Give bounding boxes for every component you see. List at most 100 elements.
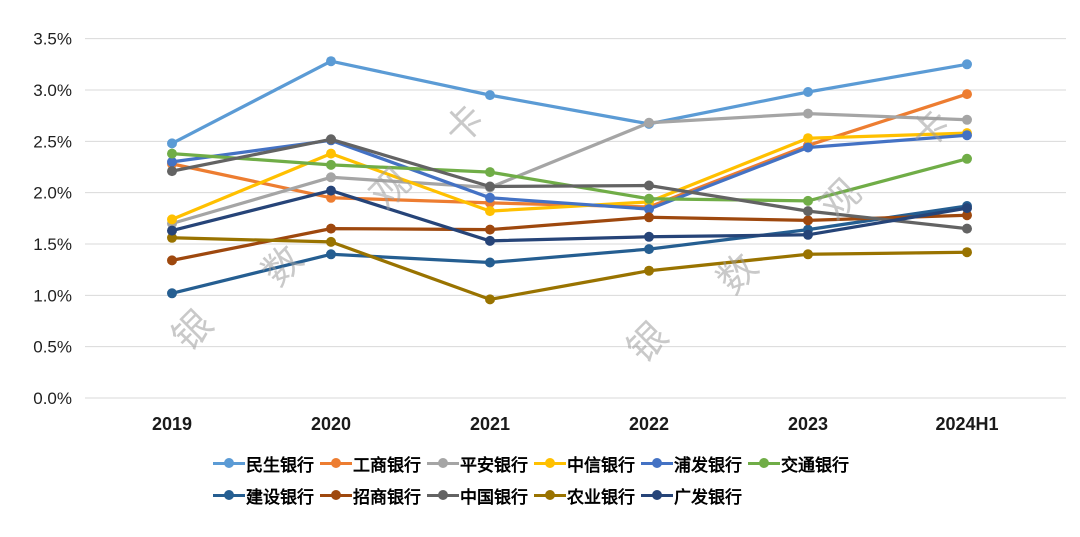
legend-label: 建设银行 bbox=[246, 487, 314, 507]
data-point-bocom-2019 bbox=[167, 148, 177, 159]
data-point-ccb-2019 bbox=[167, 288, 177, 299]
data-point-cgb-2021 bbox=[485, 235, 495, 246]
line-chart: 0.0% 0.5% 1.0% 1.5% 2.0% 2.5% 3.0% 3.5% 2019 2020… bbox=[33, 30, 1066, 434]
data-point-icbc-2024H1 bbox=[962, 89, 972, 100]
data-point-spdb-2024H1 bbox=[962, 130, 972, 141]
data-point-boc-2021 bbox=[485, 181, 495, 192]
data-point-spdb-2023 bbox=[803, 142, 813, 153]
data-point-cmb-2024H1 bbox=[962, 210, 972, 221]
data-point-abc-2019 bbox=[167, 232, 177, 243]
legend-dot-icon bbox=[224, 458, 234, 468]
data-point-cmb-2022 bbox=[644, 212, 654, 223]
legend-dot-icon bbox=[331, 490, 341, 500]
legend-dot-icon bbox=[652, 490, 662, 500]
legend-item-spdb: 浦发银行 bbox=[641, 451, 742, 476]
data-point-bocom-2020 bbox=[326, 159, 336, 170]
legend-label: 民生银行 bbox=[246, 455, 314, 475]
data-point-cmb-2021 bbox=[485, 224, 495, 235]
data-point-minsheng-2023 bbox=[803, 87, 813, 97]
legend-label: 招商银行 bbox=[353, 487, 421, 507]
series-line-ccb bbox=[171, 204, 968, 295]
legend-item-boc: 中国银行 bbox=[427, 483, 528, 508]
y-axis-tick-label: 0.5% bbox=[33, 338, 72, 357]
legend-marker-icon bbox=[641, 490, 673, 500]
legend-marker-icon bbox=[534, 490, 566, 500]
legend-item-bocom: 交通银行 bbox=[748, 451, 849, 476]
x-axis-tick-label: 2021 bbox=[470, 414, 510, 434]
x-axis-tick-label: 2019 bbox=[152, 414, 192, 434]
legend-marker-icon bbox=[427, 490, 459, 500]
data-point-cgb-2023 bbox=[803, 229, 813, 240]
y-axis-tick-label: 0.0% bbox=[33, 389, 72, 408]
legend-item-minsheng: 民生银行 bbox=[213, 451, 314, 476]
data-point-boc-2019 bbox=[167, 166, 177, 177]
data-point-minsheng-2020 bbox=[326, 56, 336, 67]
data-point-bocom-2022 bbox=[644, 193, 654, 204]
data-point-bocom-2024H1 bbox=[962, 153, 972, 164]
y-axis-tick-label: 3.0% bbox=[33, 81, 72, 100]
series-line-abc bbox=[171, 236, 968, 302]
legend-dot-icon bbox=[545, 490, 555, 500]
legend-dot-icon bbox=[652, 458, 662, 468]
data-point-boc-2020 bbox=[326, 134, 336, 145]
data-point-pingan-2022 bbox=[644, 117, 654, 128]
legend-marker-icon bbox=[427, 458, 459, 468]
legend-item-cgb: 广发银行 bbox=[641, 483, 742, 508]
data-point-abc-2023 bbox=[803, 249, 813, 260]
y-axis-tick-label: 2.0% bbox=[33, 184, 72, 203]
legend-label: 浦发银行 bbox=[674, 455, 742, 475]
data-point-citic-2021 bbox=[485, 206, 495, 217]
data-point-icbc-2020 bbox=[326, 192, 336, 203]
legend-item-citic: 中信银行 bbox=[534, 451, 635, 476]
data-point-citic-2023 bbox=[803, 133, 813, 144]
data-point-cgb-2020 bbox=[326, 185, 336, 196]
data-point-cgb-2022 bbox=[644, 231, 654, 242]
data-point-citic-2020 bbox=[326, 148, 336, 159]
x-axis-tick-label: 2024H1 bbox=[935, 414, 998, 434]
data-point-boc-2023 bbox=[803, 206, 813, 217]
legend-row: 建设银行 招商银行 中国银行 农业银行 广发银行 bbox=[0, 479, 1080, 511]
data-point-minsheng-2019 bbox=[167, 138, 177, 149]
legend-marker-icon bbox=[534, 458, 566, 468]
data-point-boc-2022 bbox=[644, 180, 654, 191]
data-point-ccb-2022 bbox=[644, 244, 654, 255]
x-axis-tick-label: 2023 bbox=[788, 414, 828, 434]
series-line-minsheng bbox=[171, 59, 968, 145]
legend-row: 民生银行 工商银行 平安银行 中信银行 浦发银行 交通银行 bbox=[0, 447, 1080, 479]
legend-marker-icon bbox=[641, 458, 673, 468]
legend-dot-icon bbox=[331, 458, 341, 468]
legend-label: 农业银行 bbox=[567, 487, 635, 507]
series-line-pingan bbox=[171, 111, 968, 226]
legend-marker-icon bbox=[213, 458, 245, 468]
data-point-minsheng-2024H1 bbox=[962, 59, 972, 70]
data-point-ccb-2021 bbox=[485, 257, 495, 268]
data-point-abc-2022 bbox=[644, 265, 654, 276]
series-line-bocom bbox=[171, 151, 968, 203]
data-point-pingan-2020 bbox=[326, 172, 336, 183]
data-point-ccb-2020 bbox=[326, 249, 336, 260]
legend-label: 交通银行 bbox=[781, 455, 849, 475]
legend-item-ccb: 建设银行 bbox=[213, 483, 314, 508]
series-line-boc bbox=[171, 137, 968, 231]
data-point-bocom-2021 bbox=[485, 167, 495, 178]
legend-dot-icon bbox=[438, 490, 448, 500]
y-axis-tick-label: 1.0% bbox=[33, 286, 72, 305]
data-point-abc-2020 bbox=[326, 236, 336, 247]
data-point-minsheng-2021 bbox=[485, 90, 495, 101]
data-point-boc-2024H1 bbox=[962, 223, 972, 234]
data-point-cmb-2019 bbox=[167, 255, 177, 266]
legend-marker-icon bbox=[320, 490, 352, 500]
y-axis-tick-label: 3.5% bbox=[33, 30, 72, 49]
legend-dot-icon bbox=[438, 458, 448, 468]
legend-item-cmb: 招商银行 bbox=[320, 483, 421, 508]
data-point-bocom-2023 bbox=[803, 195, 813, 206]
legend-marker-icon bbox=[748, 458, 780, 468]
data-point-cgb-2024H1 bbox=[962, 203, 972, 214]
legend-marker-icon bbox=[213, 490, 245, 500]
legend-label: 中国银行 bbox=[460, 487, 528, 507]
data-point-pingan-2023 bbox=[803, 108, 813, 119]
data-point-spdb-2022 bbox=[644, 204, 654, 215]
chart-legend: 民生银行 工商银行 平安银行 中信银行 浦发银行 交通银行 建设银行 招商银行 中国银行 农业银行… bbox=[0, 447, 1080, 511]
x-axis-tick-label: 2022 bbox=[629, 414, 669, 434]
